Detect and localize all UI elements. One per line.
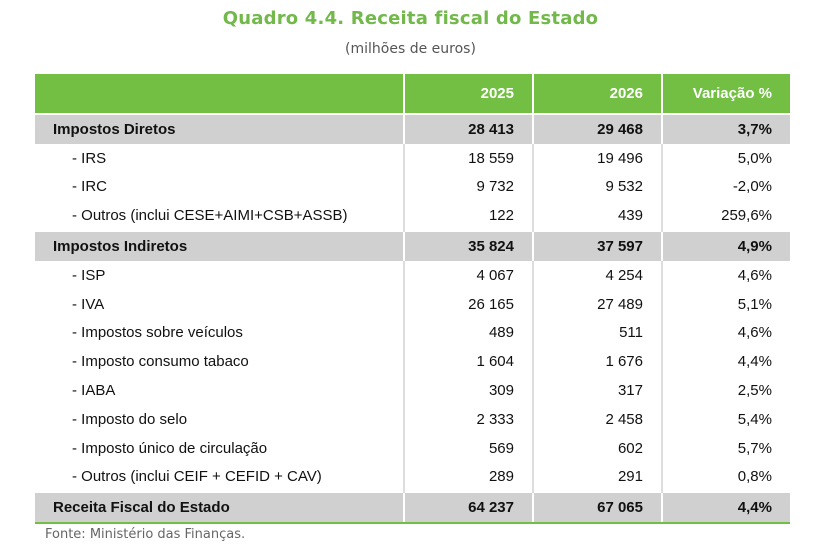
value-2026: 602 xyxy=(532,433,662,463)
group-row: Impostos Diretos 28 413 29 468 3,7% xyxy=(35,113,790,144)
header-row: 2025 2026 Variação % xyxy=(35,74,790,114)
header-variation: Variação % xyxy=(661,74,790,114)
value-2025: 64 237 xyxy=(403,491,533,525)
value-2026: 1 676 xyxy=(532,347,662,377)
row-label: Impostos Diretos xyxy=(35,113,404,144)
value-2025: 289 xyxy=(403,462,533,493)
value-2026: 439 xyxy=(532,201,662,232)
header-2025: 2025 xyxy=(403,74,533,114)
table-row: - Impostos sobre veículos 489 511 4,6% xyxy=(35,318,790,348)
row-label: - IRS xyxy=(72,149,107,167)
table-row: - IABA 309 317 2,5% xyxy=(35,376,790,405)
row-label: - Impostos sobre veículos xyxy=(72,324,243,342)
value-2025: 26 165 xyxy=(403,289,533,319)
header-label xyxy=(35,74,404,114)
group-row: Impostos Indiretos 35 824 37 597 4,9% xyxy=(35,230,790,261)
variation: 4,4% xyxy=(661,347,790,377)
value-2025: 28 413 xyxy=(403,113,533,144)
variation: 259,6% xyxy=(661,201,790,232)
table-row: - IRS 18 559 19 496 5,0% xyxy=(35,143,790,173)
value-2025: 569 xyxy=(403,433,533,463)
table-row: - Imposto do selo 2 333 2 458 5,4% xyxy=(35,404,790,434)
variation: 5,7% xyxy=(661,433,790,463)
variation: 5,4% xyxy=(661,404,790,434)
value-2025: 309 xyxy=(403,376,533,405)
row-label: - Imposto único de circulação xyxy=(72,439,268,457)
value-2026: 27 489 xyxy=(532,289,662,319)
value-2026: 19 496 xyxy=(532,143,662,173)
value-2026: 4 254 xyxy=(532,260,662,290)
row-label: - Imposto do selo xyxy=(72,410,188,428)
variation: -2,0% xyxy=(661,172,790,202)
row-label: - Outros (inclui CEIF + CEFID + CAV) xyxy=(72,468,322,486)
value-2025: 4 067 xyxy=(403,260,533,290)
row-label: - IABA xyxy=(72,382,116,400)
table-row: - Outros (inclui CESE+AIMI+CSB+ASSB) 122 4… xyxy=(35,201,790,232)
variation: 4,4% xyxy=(661,491,790,525)
variation: 4,6% xyxy=(661,260,790,290)
source-note: Fonte: Ministério das Finanças. xyxy=(45,527,246,542)
value-2026: 67 065 xyxy=(532,491,662,525)
variation: 3,7% xyxy=(661,113,790,144)
header-2026: 2026 xyxy=(532,74,662,114)
group-row: Receita Fiscal do Estado 64 237 67 065 4,4% xyxy=(35,491,790,525)
value-2025: 9 732 xyxy=(403,172,533,202)
table-subtitle: (milhões de euros) xyxy=(345,41,476,57)
table-row: - Outros (inclui CEIF + CEFID + CAV) 289 2… xyxy=(35,462,790,493)
variation: 4,6% xyxy=(661,318,790,348)
table-row: - IRC 9 732 9 532 -2,0% xyxy=(35,172,790,202)
table-row: - ISP 4 067 4 254 4,6% xyxy=(35,260,790,290)
value-2026: 511 xyxy=(532,318,662,348)
row-label: - IVA xyxy=(72,295,105,313)
fiscal-revenue-table: 2025 2026 Variação % Impostos Diretos 28 … xyxy=(35,74,790,525)
row-label: - Outros (inclui CESE+AIMI+CSB+ASSB) xyxy=(72,207,348,225)
variation: 0,8% xyxy=(661,462,790,493)
table-row: - Imposto único de circulação 569 602 5,7% xyxy=(35,433,790,463)
value-2025: 2 333 xyxy=(403,404,533,434)
row-label: - ISP xyxy=(72,266,106,284)
table-row: - IVA 26 165 27 489 5,1% xyxy=(35,289,790,319)
row-label: Impostos Indiretos xyxy=(35,230,404,261)
value-2025: 489 xyxy=(403,318,533,348)
variation: 5,0% xyxy=(661,143,790,173)
value-2026: 291 xyxy=(532,462,662,493)
value-2025: 18 559 xyxy=(403,143,533,173)
row-label: Receita Fiscal do Estado xyxy=(35,491,404,525)
value-2026: 37 597 xyxy=(532,230,662,261)
table-title: Quadro 4.4. Receita fiscal do Estado xyxy=(222,8,599,29)
value-2026: 9 532 xyxy=(532,172,662,202)
value-2026: 2 458 xyxy=(532,404,662,434)
value-2025: 122 xyxy=(403,201,533,232)
value-2026: 29 468 xyxy=(532,113,662,144)
variation: 4,9% xyxy=(661,230,790,261)
variation: 5,1% xyxy=(661,289,790,319)
row-label: - IRC xyxy=(72,178,107,196)
value-2025: 1 604 xyxy=(403,347,533,377)
variation: 2,5% xyxy=(661,376,790,405)
value-2026: 317 xyxy=(532,376,662,405)
row-label: - Imposto consumo tabaco xyxy=(72,353,249,371)
table-row: - Imposto consumo tabaco 1 604 1 676 4,4% xyxy=(35,347,790,377)
value-2025: 35 824 xyxy=(403,230,533,261)
